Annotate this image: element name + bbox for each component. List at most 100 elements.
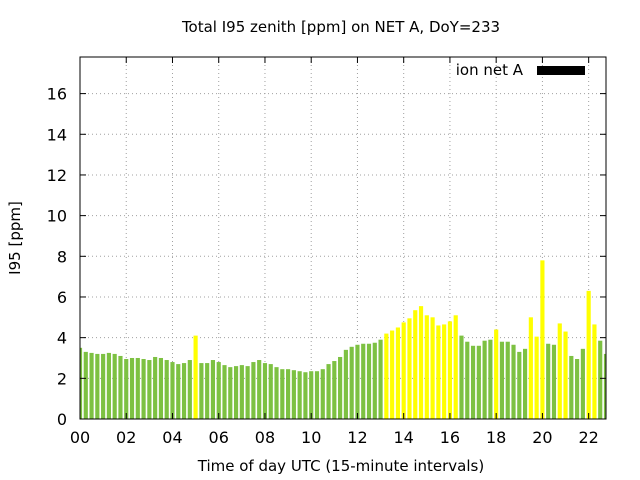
bar bbox=[378, 339, 383, 419]
bar bbox=[326, 364, 331, 419]
bar bbox=[303, 372, 308, 419]
bar bbox=[199, 363, 204, 419]
bar bbox=[95, 353, 100, 419]
bar bbox=[170, 362, 175, 419]
bar bbox=[343, 349, 348, 419]
x-tick-label: 02 bbox=[116, 428, 136, 447]
y-tick-label: 0 bbox=[57, 410, 67, 429]
bar bbox=[320, 369, 325, 419]
bar bbox=[540, 260, 545, 419]
y-tick-label: 12 bbox=[47, 166, 67, 185]
bar bbox=[262, 363, 268, 419]
bar bbox=[118, 355, 123, 419]
bar bbox=[112, 353, 117, 419]
bar bbox=[291, 370, 296, 419]
bar bbox=[575, 359, 580, 419]
bar bbox=[309, 371, 314, 419]
bar bbox=[233, 366, 239, 419]
bar bbox=[216, 362, 221, 419]
y-axis-label: I95 [ppm] bbox=[6, 201, 24, 275]
y-tick-label: 14 bbox=[47, 125, 67, 144]
bar bbox=[372, 342, 377, 419]
bar bbox=[314, 371, 320, 419]
bar bbox=[297, 371, 302, 419]
legend-label: ion net A bbox=[456, 61, 524, 79]
bar bbox=[586, 290, 591, 419]
bar bbox=[80, 347, 83, 419]
bar bbox=[436, 325, 441, 419]
bar bbox=[164, 360, 169, 419]
plot-frame bbox=[79, 56, 607, 420]
bar bbox=[147, 360, 152, 419]
bar bbox=[181, 363, 187, 419]
bar bbox=[442, 324, 447, 419]
bar bbox=[222, 365, 227, 419]
bar bbox=[401, 322, 406, 419]
y-tick-label: 8 bbox=[57, 247, 67, 266]
bar bbox=[470, 345, 476, 419]
bar bbox=[522, 348, 528, 419]
bar bbox=[499, 341, 505, 419]
y-tick-label: 2 bbox=[57, 369, 67, 388]
bar bbox=[158, 357, 164, 419]
bar bbox=[89, 352, 94, 419]
bar bbox=[447, 321, 453, 419]
x-tick-label: 22 bbox=[578, 428, 598, 447]
bar bbox=[268, 364, 273, 419]
bar bbox=[465, 341, 470, 419]
y-tick-label: 6 bbox=[57, 288, 67, 307]
bar bbox=[430, 317, 435, 419]
legend: ion net A bbox=[456, 61, 585, 79]
x-tick-label: 18 bbox=[486, 428, 506, 447]
bar bbox=[592, 324, 597, 419]
x-tick-label: 10 bbox=[301, 428, 321, 447]
bar bbox=[488, 339, 493, 419]
bar bbox=[494, 329, 499, 419]
x-tick-label: 14 bbox=[394, 428, 414, 447]
bar bbox=[129, 357, 135, 419]
bar bbox=[459, 335, 464, 419]
bar bbox=[557, 323, 562, 419]
bar bbox=[338, 356, 343, 419]
legend-swatch bbox=[537, 66, 585, 75]
bar bbox=[274, 367, 279, 419]
bar bbox=[124, 359, 129, 419]
bar bbox=[534, 336, 539, 419]
x-tick-labels: 00 02 04 06 08 10 12 14 16 18 20 22 bbox=[70, 428, 599, 447]
bar bbox=[245, 366, 250, 419]
x-axis-label: Time of day UTC (15-minute intervals) bbox=[197, 457, 484, 475]
bar bbox=[228, 367, 233, 419]
bar bbox=[476, 345, 481, 419]
x-tick-label: 06 bbox=[209, 428, 229, 447]
bar bbox=[187, 360, 192, 419]
bar bbox=[101, 353, 106, 419]
bar bbox=[135, 357, 140, 419]
bar bbox=[424, 315, 429, 419]
bar bbox=[141, 359, 146, 419]
x-tick-label: 16 bbox=[440, 428, 460, 447]
bar bbox=[407, 318, 412, 419]
bar bbox=[349, 346, 354, 419]
bar bbox=[517, 351, 522, 419]
bar bbox=[418, 306, 424, 419]
bar bbox=[205, 363, 210, 419]
bar bbox=[603, 353, 606, 419]
bar bbox=[482, 340, 487, 419]
bar bbox=[193, 335, 198, 419]
bar bbox=[355, 344, 360, 419]
bar bbox=[83, 351, 88, 419]
grid-lines bbox=[80, 57, 606, 419]
bar bbox=[505, 341, 510, 419]
bar bbox=[569, 355, 574, 419]
bar bbox=[528, 317, 533, 419]
bar bbox=[106, 352, 111, 419]
x-tick-label: 00 bbox=[70, 428, 90, 447]
y-tick-labels: 0 2 4 6 8 10 12 14 16 bbox=[47, 85, 67, 429]
bar bbox=[361, 343, 366, 419]
bar bbox=[598, 340, 603, 419]
bar bbox=[511, 344, 516, 419]
bar bbox=[251, 362, 256, 419]
bar bbox=[257, 360, 262, 419]
bar bbox=[366, 343, 372, 419]
